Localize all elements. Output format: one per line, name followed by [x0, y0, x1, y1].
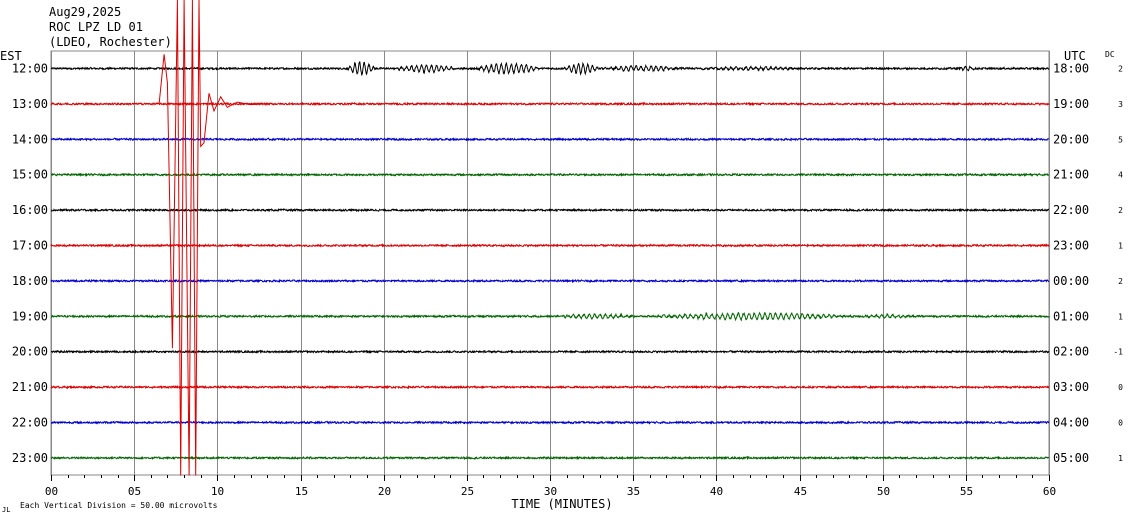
est-hour-label: 14:00 — [12, 132, 48, 146]
est-hour-label: 21:00 — [12, 380, 48, 394]
x-tick-label: 30 — [544, 485, 557, 498]
x-tick-label: 35 — [627, 485, 640, 498]
dc-offset-value: 0 — [1118, 383, 1123, 392]
x-tick-label: 55 — [960, 485, 973, 498]
x-tick-label: 60 — [1043, 485, 1056, 498]
utc-hour-label: 01:00 — [1053, 309, 1089, 323]
est-hour-label: 19:00 — [12, 309, 48, 323]
trace-2300 — [50, 455, 1050, 461]
dc-offset-value: 1 — [1118, 454, 1123, 463]
footer-mark: JL — [2, 506, 10, 514]
right-zone-label: UTC — [1064, 49, 1086, 63]
header-station: ROC LPZ LD 01 — [49, 20, 143, 34]
dc-offset-value: 4 — [1118, 171, 1123, 180]
est-hour-label: 18:00 — [12, 274, 48, 288]
utc-hour-label: 00:00 — [1053, 274, 1089, 288]
est-hour-label: 15:00 — [12, 168, 48, 182]
est-hour-label: 16:00 — [12, 203, 48, 217]
x-tick-label: 00 — [45, 485, 58, 498]
header-network: (LDEO, Rochester) — [49, 35, 172, 49]
x-tick-label: 05 — [128, 485, 141, 498]
trace-1900 — [50, 311, 1050, 322]
trace-1500 — [50, 172, 1050, 178]
left-zone-label: EST — [0, 49, 22, 63]
x-tick-label: 15 — [295, 485, 308, 498]
x-tick-label: 45 — [794, 485, 807, 498]
dc-header-label: DC — [1105, 50, 1115, 59]
dc-offset-value: 3 — [1118, 100, 1123, 109]
utc-hour-label: 21:00 — [1053, 168, 1089, 182]
x-tick-label: 25 — [461, 485, 474, 498]
est-hour-label: 23:00 — [12, 451, 48, 465]
utc-hour-label: 02:00 — [1053, 345, 1089, 359]
utc-hour-label: 18:00 — [1053, 62, 1089, 76]
dc-offset-value: 1 — [1118, 242, 1123, 251]
est-hour-label: 22:00 — [12, 416, 48, 430]
x-tick-label: 10 — [211, 485, 224, 498]
utc-hour-label: 05:00 — [1053, 451, 1089, 465]
x-axis-ticks: 00 05 10 15 20 25 30 35 40 45 50 55 60 — [45, 475, 1056, 498]
dc-offset-value: 1 — [1118, 312, 1123, 321]
header-date: Aug29,2025 — [49, 5, 121, 19]
utc-hour-label: 04:00 — [1053, 416, 1089, 430]
trace-1600 — [50, 207, 1049, 213]
trace-2100 — [50, 384, 1050, 390]
x-tick-label: 20 — [378, 485, 391, 498]
utc-hour-label: 23:00 — [1053, 239, 1089, 253]
trace-2200 — [50, 420, 1050, 425]
est-hour-label: 17:00 — [12, 239, 48, 253]
dc-offset-value: 2 — [1118, 206, 1123, 215]
est-hour-label: 20:00 — [12, 345, 48, 359]
trace-2000 — [50, 349, 1050, 355]
utc-hour-label: 22:00 — [1053, 203, 1089, 217]
vertical-division-note: Each Vertical Division = 50.00 microvolt… — [20, 501, 218, 510]
trace-1800 — [50, 278, 1050, 284]
x-tick-label: 50 — [877, 485, 890, 498]
utc-hour-label: 19:00 — [1053, 97, 1089, 111]
utc-hour-label: 03:00 — [1053, 380, 1089, 394]
x-axis-title: TIME (MINUTES) — [511, 497, 612, 511]
est-hour-label: 12:00 — [12, 62, 48, 76]
est-hour-label: 13:00 — [12, 97, 48, 111]
dc-offset-value: 0 — [1118, 419, 1123, 428]
dc-offset-value: 5 — [1118, 135, 1123, 144]
dc-offset-value: 2 — [1118, 65, 1123, 74]
dc-offset-value: 2 — [1118, 277, 1123, 286]
trace-group — [50, 0, 1050, 476]
x-tick-label: 40 — [710, 485, 723, 498]
trace-1700 — [50, 243, 1050, 248]
utc-hour-label: 20:00 — [1053, 132, 1089, 146]
dc-offset-value: -1 — [1113, 348, 1123, 357]
row-labels: 12:00 18:00 213:00 19:00 314:00 20:00 515:00 21… — [12, 62, 1123, 465]
earthquake-trace — [158, 0, 268, 476]
trace-1400 — [50, 136, 1050, 142]
trace-1200 — [50, 61, 1050, 76]
